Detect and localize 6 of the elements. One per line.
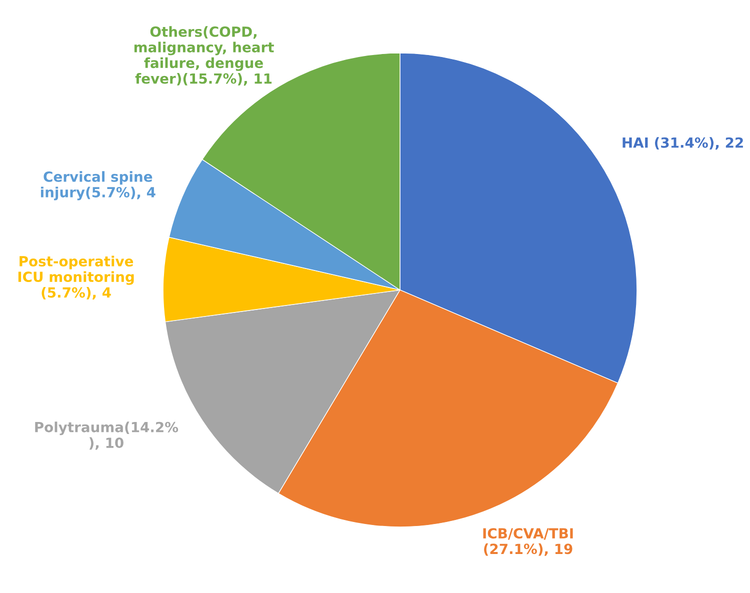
slice-label: ICB/CVA/TBI (27.1%), 19 xyxy=(483,528,573,556)
slice-label: Polytrauma(14.2% ), 10 xyxy=(35,422,178,450)
slice-label: Post-operative ICU monitoring (5.7%), 4 xyxy=(18,256,134,300)
slice-label: Others(COPD, malignancy, heart failure, dengue fever)(15.7%), 11 xyxy=(134,26,274,86)
slice-label: Cervical spine injury(5.7%), 4 xyxy=(40,171,156,200)
slice-label: HAI (31.4%), 22 xyxy=(622,137,743,150)
